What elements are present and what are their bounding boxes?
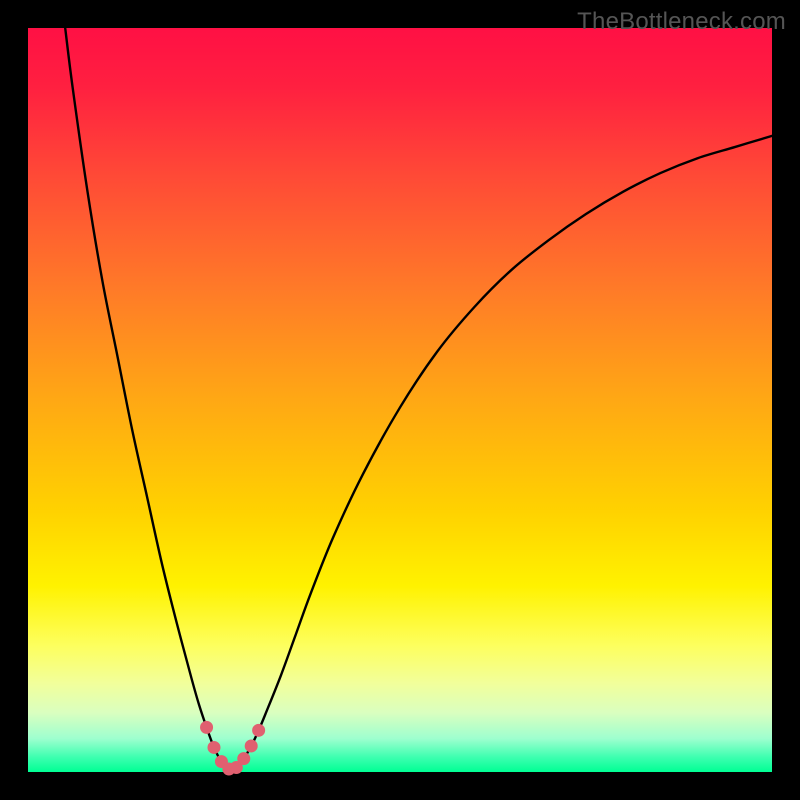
trough-marker [208,741,220,753]
plot-area [28,28,772,772]
trough-marker [253,724,265,736]
trough-marker [238,753,250,765]
watermark-text: TheBottleneck.com [577,8,786,36]
trough-marker [201,721,213,733]
trough-marker [245,740,257,752]
trough-markers [201,721,265,775]
curve-path [65,28,772,769]
bottleneck-curve-chart [28,28,772,772]
